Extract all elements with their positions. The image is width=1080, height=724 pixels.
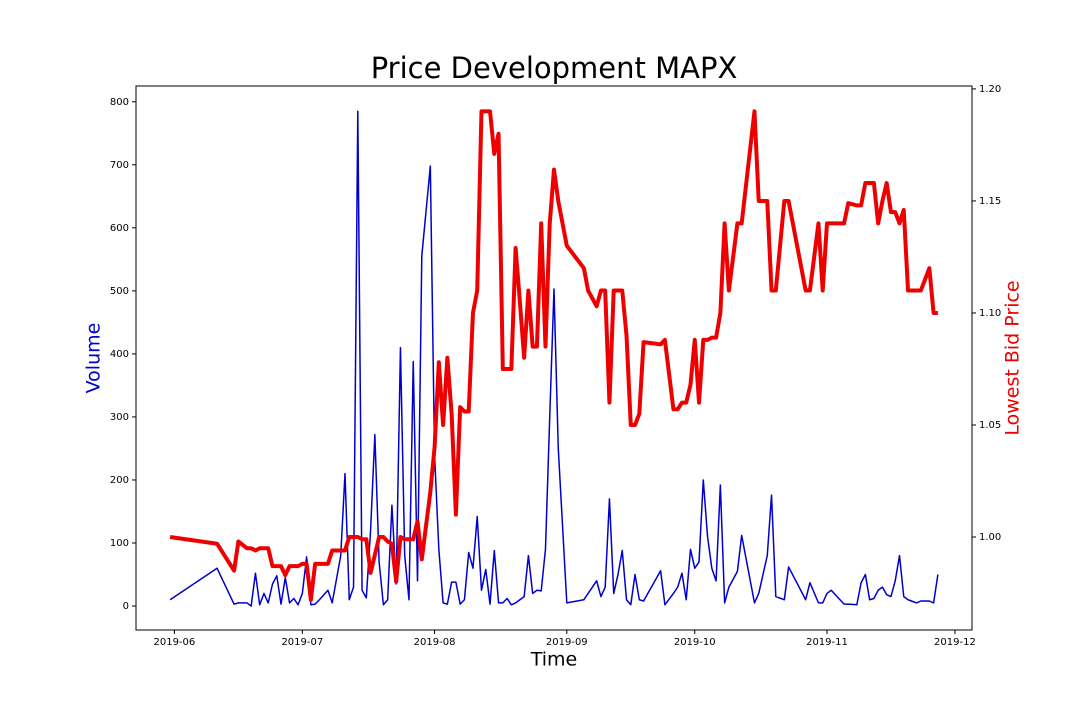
y2-tick-label: 1.10 [979, 308, 1001, 319]
y-tick-label: 800 [110, 97, 129, 108]
x-tick-label: 2019-08 [414, 637, 456, 648]
series-line [169, 109, 938, 602]
y2-tick-label: 1.15 [979, 196, 1001, 207]
y-tick-label: 600 [110, 223, 129, 234]
y-tick-label: 100 [110, 538, 129, 549]
y2-tick-label: 1.05 [979, 420, 1001, 431]
x-tick-label: 2019-06 [153, 637, 195, 648]
x-axis-title: Time [530, 649, 578, 671]
y2-tick-label: 1.20 [979, 84, 1001, 95]
y-tick-label: 700 [110, 160, 129, 171]
y-tick-label: 0 [123, 601, 129, 612]
y-axis-title: Volume [83, 323, 105, 394]
x-tick-label: 2019-07 [281, 637, 323, 648]
y-tick-label: 400 [110, 349, 129, 360]
chart-title: Price Development MAPX [371, 51, 738, 85]
x-tick-label: 2019-09 [546, 637, 588, 648]
y-tick-label: 300 [110, 412, 129, 423]
x-tick-label: 2019-10 [674, 637, 716, 648]
y-tick-label: 500 [110, 286, 129, 297]
plot-frame [135, 85, 973, 631]
x-tick-label: 2019-11 [806, 637, 848, 648]
y2-axis-title: Lowest Bid Price [1002, 280, 1024, 435]
y2-tick-label: 1.00 [979, 532, 1001, 543]
y-tick-label: 200 [110, 475, 129, 486]
series-line [169, 110, 939, 607]
x-tick-label: 2019-12 [934, 637, 976, 648]
